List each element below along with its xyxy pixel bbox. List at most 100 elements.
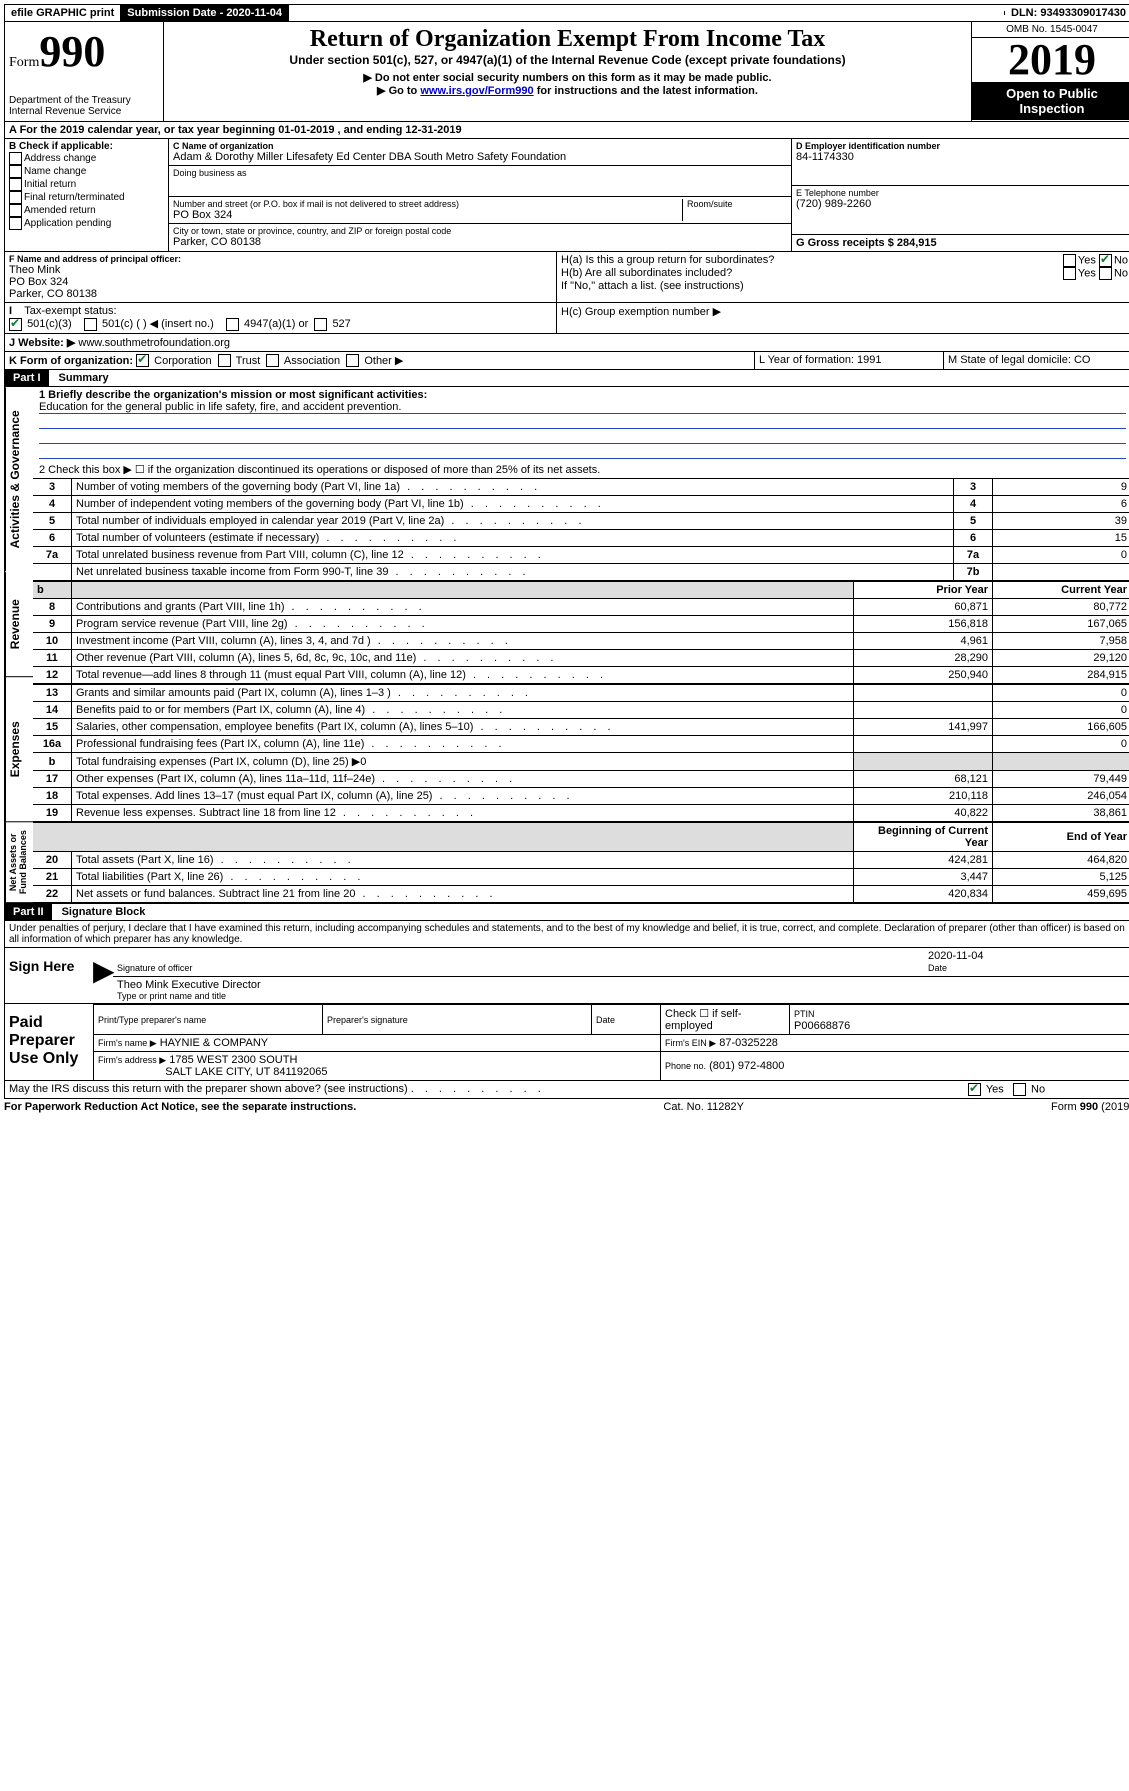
submission-date: Submission Date - 2020-11-04 <box>121 5 289 21</box>
table-row: 21Total liabilities (Part X, line 26)3,4… <box>33 869 1129 886</box>
table-row: 5Total number of individuals employed in… <box>33 513 1129 530</box>
vert-netassets: Net Assets or Fund Balances <box>5 822 33 903</box>
arrow-icon: ▶ <box>93 948 113 1003</box>
footer: For Paperwork Reduction Act Notice, see … <box>4 1099 1129 1113</box>
form-subtitle: Under section 501(c), 527, or 4947(a)(1)… <box>168 53 967 67</box>
box-b: B Check if applicable: Address change Na… <box>5 139 169 251</box>
hb-label: H(b) Are all subordinates included? <box>561 267 1063 280</box>
mission-text: Education for the general public in life… <box>39 401 1126 414</box>
irs-link[interactable]: www.irs.gov/Form990 <box>420 85 533 97</box>
table-row: 16aProfessional fundraising fees (Part I… <box>33 736 1129 753</box>
ha-label: H(a) Is this a group return for subordin… <box>561 254 1063 267</box>
table-row: bTotal fundraising expenses (Part IX, co… <box>33 753 1129 771</box>
vert-expenses: Expenses <box>5 677 33 822</box>
section-b-to-g: B Check if applicable: Address change Na… <box>4 139 1129 252</box>
vert-revenue: Revenue <box>5 572 33 677</box>
chk-501c3[interactable] <box>9 318 22 331</box>
part1-header: Part I Summary <box>4 370 1129 387</box>
table-row: 10Investment income (Part VIII, column (… <box>33 633 1129 650</box>
chk-name[interactable]: Name change <box>9 165 164 178</box>
table-row: 7aTotal unrelated business revenue from … <box>33 547 1129 564</box>
dba-label: Doing business as <box>173 168 787 178</box>
sign-here-box: Sign Here ▶ Signature of officer 2020-11… <box>4 948 1129 1004</box>
chk-discuss-yes[interactable] <box>968 1083 981 1096</box>
state-domicile: M State of legal domicile: CO <box>944 352 1129 370</box>
cat-no: Cat. No. 11282Y <box>663 1101 744 1113</box>
table-row: Net unrelated business taxable income fr… <box>33 564 1129 581</box>
paid-preparer-box: Paid Preparer Use Only Print/Type prepar… <box>4 1004 1129 1081</box>
form-title: Return of Organization Exempt From Incom… <box>168 26 967 53</box>
expense-table: 13Grants and similar amounts paid (Part … <box>33 684 1129 822</box>
officer-label: F Name and address of principal officer: <box>9 254 552 264</box>
dln: DLN: 93493309017430 <box>1005 5 1129 21</box>
line-a: A For the 2019 calendar year, or tax yea… <box>4 122 1129 139</box>
tax-exempt-row: I Tax-exempt status: 501(c)(3) 501(c) ( … <box>4 303 1129 334</box>
table-row: 13Grants and similar amounts paid (Part … <box>33 685 1129 702</box>
chk-corp[interactable] <box>136 354 149 367</box>
ein-value: 84-1174330 <box>796 151 1128 163</box>
governance-table: 3Number of voting members of the governi… <box>33 478 1129 581</box>
tax-year: 2019 <box>972 38 1129 82</box>
table-row: 12Total revenue—add lines 8 through 11 (… <box>33 667 1129 684</box>
paperwork-notice: For Paperwork Reduction Act Notice, see … <box>4 1101 356 1113</box>
netassets-table: Beginning of Current YearEnd of Year 20T… <box>33 822 1129 903</box>
note-ssn: ▶ Do not enter social security numbers o… <box>168 71 967 84</box>
gross-receipts: G Gross receipts $ 284,915 <box>796 237 1128 249</box>
discuss-row: May the IRS discuss this return with the… <box>4 1081 1129 1099</box>
chk-trust[interactable] <box>218 354 231 367</box>
hb-note: If "No," attach a list. (see instruction… <box>561 280 1128 292</box>
table-row: 17Other expenses (Part IX, column (A), l… <box>33 771 1129 788</box>
chk-501c[interactable] <box>84 318 97 331</box>
chk-assoc[interactable] <box>266 354 279 367</box>
part1-body: Activities & Governance Revenue Expenses… <box>4 387 1129 904</box>
org-name-label: C Name of organization <box>173 141 787 151</box>
org-name: Adam & Dorothy Miller Lifesafety Ed Cent… <box>173 151 787 163</box>
chk-address[interactable]: Address change <box>9 152 164 165</box>
chk-discuss-no[interactable] <box>1013 1083 1026 1096</box>
q2: 2 Check this box ▶ ☐ if the organization… <box>33 461 1129 478</box>
chk-final[interactable]: Final return/terminated <box>9 191 164 204</box>
officer-name: Theo Mink <box>9 264 552 276</box>
open-public: Open to Public Inspection <box>972 82 1129 120</box>
table-row: 15Salaries, other compensation, employee… <box>33 719 1129 736</box>
website-value: www.southmetrofoundation.org <box>78 337 230 349</box>
note-link: ▶ Go to www.irs.gov/Form990 for instruct… <box>168 84 967 97</box>
line-k: K Form of organization: Corporation Trus… <box>4 352 1129 371</box>
table-row: 8Contributions and grants (Part VIII, li… <box>33 599 1129 616</box>
q1-label: 1 Briefly describe the organization's mi… <box>39 389 1126 401</box>
table-row: 9Program service revenue (Part VIII, lin… <box>33 616 1129 633</box>
year-formation: L Year of formation: 1991 <box>755 352 944 370</box>
officer-printed: Theo Mink Executive Director <box>117 979 1128 991</box>
table-row: 19Revenue less expenses. Subtract line 1… <box>33 805 1129 822</box>
firm-name: HAYNIE & COMPANY <box>160 1037 268 1049</box>
chk-4947[interactable] <box>226 318 239 331</box>
form-header: Form990 Department of the Treasury Inter… <box>4 22 1129 122</box>
table-row: 4Number of independent voting members of… <box>33 496 1129 513</box>
part2-header: Part II Signature Block <box>4 904 1129 921</box>
section-f-h: F Name and address of principal officer:… <box>4 252 1129 303</box>
room-label: Room/suite <box>687 199 787 209</box>
chk-initial[interactable]: Initial return <box>9 178 164 191</box>
officer-addr1: PO Box 324 <box>9 276 552 288</box>
table-row: 11Other revenue (Part VIII, column (A), … <box>33 650 1129 667</box>
city-label: City or town, state or province, country… <box>173 226 787 236</box>
street-address: PO Box 324 <box>173 209 682 221</box>
chk-pending[interactable]: Application pending <box>9 217 164 230</box>
table-row: 3Number of voting members of the governi… <box>33 479 1129 496</box>
table-row: 14Benefits paid to or for members (Part … <box>33 702 1129 719</box>
dept-treasury: Department of the Treasury Internal Reve… <box>9 95 159 117</box>
chk-amended[interactable]: Amended return <box>9 204 164 217</box>
table-row: 22Net assets or fund balances. Subtract … <box>33 886 1129 903</box>
hc-label: H(c) Group exemption number ▶ <box>557 303 1129 333</box>
chk-other[interactable] <box>346 354 359 367</box>
phone-value: (720) 989-2260 <box>796 198 1128 210</box>
table-row: 20Total assets (Part X, line 16)424,2814… <box>33 852 1129 869</box>
revenue-table: bPrior YearCurrent Year 8Contributions a… <box>33 581 1129 684</box>
table-row: 18Total expenses. Add lines 13–17 (must … <box>33 788 1129 805</box>
website-row: J Website: ▶ www.southmetrofoundation.or… <box>4 334 1129 352</box>
city-state-zip: Parker, CO 80138 <box>173 236 787 248</box>
chk-527[interactable] <box>314 318 327 331</box>
table-row: 6Total number of volunteers (estimate if… <box>33 530 1129 547</box>
phone-label: E Telephone number <box>796 188 1128 198</box>
form-990-label: Form990 <box>9 26 159 77</box>
